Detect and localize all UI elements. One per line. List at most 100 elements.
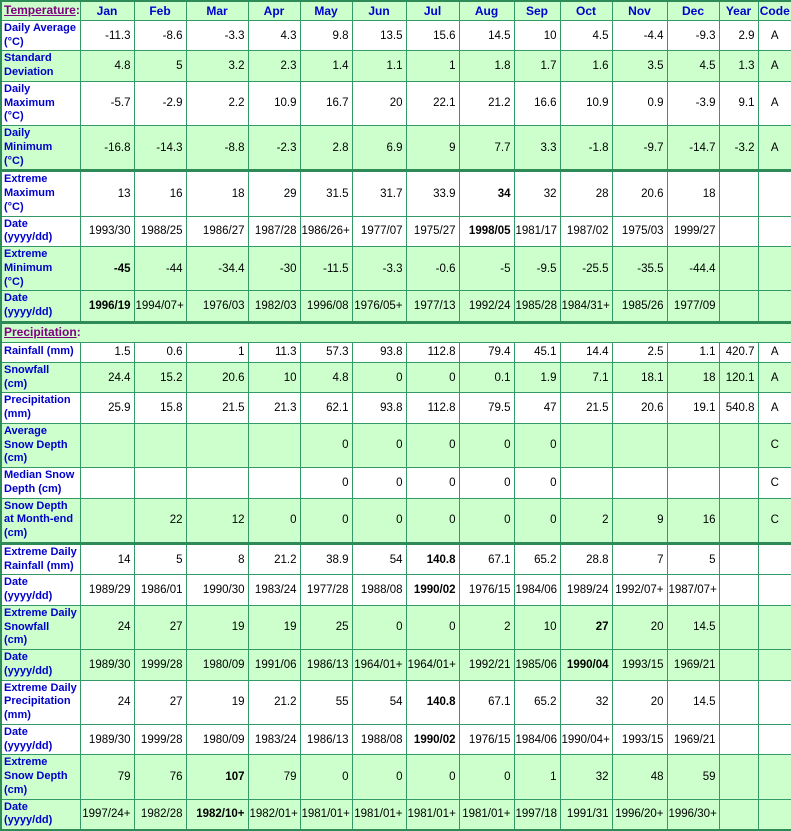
data-cell: 20 <box>611 604 668 651</box>
data-cell <box>666 467 720 499</box>
data-cell: 1986/27 <box>185 215 249 247</box>
data-cell: 0 <box>405 497 460 544</box>
data-cell: 18 <box>666 361 720 394</box>
data-cell: 25 <box>299 604 353 651</box>
data-cell: 0 <box>299 497 353 544</box>
row-label-line: Extreme Daily <box>4 681 77 694</box>
data-cell: 140.8 <box>405 679 460 725</box>
data-cell: 112.8 <box>405 341 460 363</box>
data-cell <box>611 467 668 499</box>
data-cell: 0.1 <box>458 361 515 394</box>
data-cell: 8 <box>185 541 249 576</box>
data-cell: -3.3 <box>185 19 249 52</box>
data-cell: 76 <box>133 754 187 800</box>
data-cell: 1964/01+ <box>351 649 407 681</box>
row-label-line: Daily <box>4 127 31 139</box>
row-label-line: Snow Depth <box>4 438 68 451</box>
data-cell: 1975/03 <box>611 215 668 247</box>
data-cell <box>133 422 187 469</box>
data-cell: 1993/15 <box>611 649 668 681</box>
data-cell: 93.8 <box>351 392 407 424</box>
row-label-line: (cm) <box>4 783 28 796</box>
row-label-line: Date <box>4 217 28 230</box>
data-cell <box>718 604 759 651</box>
data-cell <box>757 604 791 651</box>
data-cell: 25.9 <box>79 392 135 424</box>
data-cell: 31.5 <box>299 169 353 217</box>
data-cell: 4.5 <box>666 50 720 82</box>
row-label-line: (cm) <box>4 634 28 647</box>
data-cell: 34 <box>458 169 515 217</box>
data-cell: 0 <box>458 754 515 800</box>
data-cell: -9.5 <box>513 245 561 292</box>
data-cell: -5.7 <box>79 80 135 127</box>
data-cell: -8.8 <box>185 124 249 172</box>
data-cell <box>611 422 668 469</box>
data-cell: 1989/29 <box>79 574 135 606</box>
row-label-line: Rainfall (mm) <box>4 559 74 572</box>
table-row: Median Snow Depth (cm) 0 0 0 0 0 C <box>0 467 791 499</box>
data-cell: 10 <box>247 361 301 394</box>
data-cell: 1990/02 <box>405 723 460 756</box>
row-label-line: Daily Average <box>4 21 76 34</box>
data-cell <box>718 497 759 544</box>
data-cell: 16.7 <box>299 80 353 127</box>
row-label-line: Extreme Daily <box>4 606 77 619</box>
data-cell: 15.6 <box>405 19 460 52</box>
data-cell: 38.9 <box>299 541 353 576</box>
row-label-line: Depth (cm) <box>4 482 62 495</box>
row-label-line: (yyyy/dd) <box>4 306 53 318</box>
data-cell: -1.8 <box>559 124 613 172</box>
data-cell: 3.3 <box>513 124 561 172</box>
data-cell: 1993/30 <box>79 215 135 247</box>
data-cell: 1982/03 <box>247 290 301 323</box>
data-cell: 2.8 <box>299 124 353 172</box>
row-label-line: (yyyy/dd) <box>4 664 53 677</box>
data-cell <box>79 467 135 499</box>
data-cell: 47 <box>513 392 561 424</box>
data-cell: 79.4 <box>458 341 515 363</box>
data-cell <box>757 574 791 606</box>
data-cell: 28 <box>559 169 613 217</box>
data-cell: 1991/06 <box>247 649 301 681</box>
data-cell <box>718 245 759 292</box>
data-cell: 24 <box>79 604 135 651</box>
row-label: Extreme Snow Depth (cm) <box>0 754 81 800</box>
data-cell: 1990/04 <box>559 649 613 681</box>
data-cell: -3.3 <box>351 245 407 292</box>
data-cell: 19 <box>247 604 301 651</box>
data-cell: 1987/02 <box>559 215 613 247</box>
column-header-dec: Dec <box>666 0 720 21</box>
data-cell: C <box>757 467 791 499</box>
data-cell: C <box>757 497 791 544</box>
data-cell: 1981/17 <box>513 215 561 247</box>
data-cell: 7.1 <box>559 361 613 394</box>
data-cell <box>185 467 249 499</box>
data-cell: 2.3 <box>247 50 301 82</box>
precipitation-section-link[interactable]: Precipitation <box>4 324 77 339</box>
data-cell: 20 <box>351 80 407 127</box>
data-cell: 0 <box>299 754 353 800</box>
data-cell: 16 <box>133 169 187 217</box>
data-cell: 0 <box>513 467 561 499</box>
data-cell <box>133 467 187 499</box>
data-cell: 1989/24 <box>559 574 613 606</box>
table-row: Date (yyyy/dd) 1989/30 1999/28 1980/09 1991/0… <box>0 649 791 681</box>
data-cell: 0 <box>405 754 460 800</box>
data-cell: 0.6 <box>133 341 187 363</box>
row-label: Precipitation (mm) <box>0 392 81 424</box>
row-label-line: (cm) <box>4 377 28 390</box>
row-label-line: Median Snow <box>4 469 75 481</box>
data-cell: 1977/07 <box>351 215 407 247</box>
data-cell: 140.8 <box>405 541 460 576</box>
data-cell: -44 <box>133 245 187 292</box>
row-label-line: (yyyy/dd) <box>4 590 53 602</box>
data-cell <box>718 467 759 499</box>
data-cell: 1986/26+ <box>299 215 353 247</box>
temperature-section-link[interactable]: Temperature <box>4 3 76 17</box>
data-cell: 0 <box>458 467 515 499</box>
data-cell: 54 <box>351 679 407 725</box>
data-cell: 1987/28 <box>247 215 301 247</box>
data-cell: 48 <box>611 754 668 800</box>
